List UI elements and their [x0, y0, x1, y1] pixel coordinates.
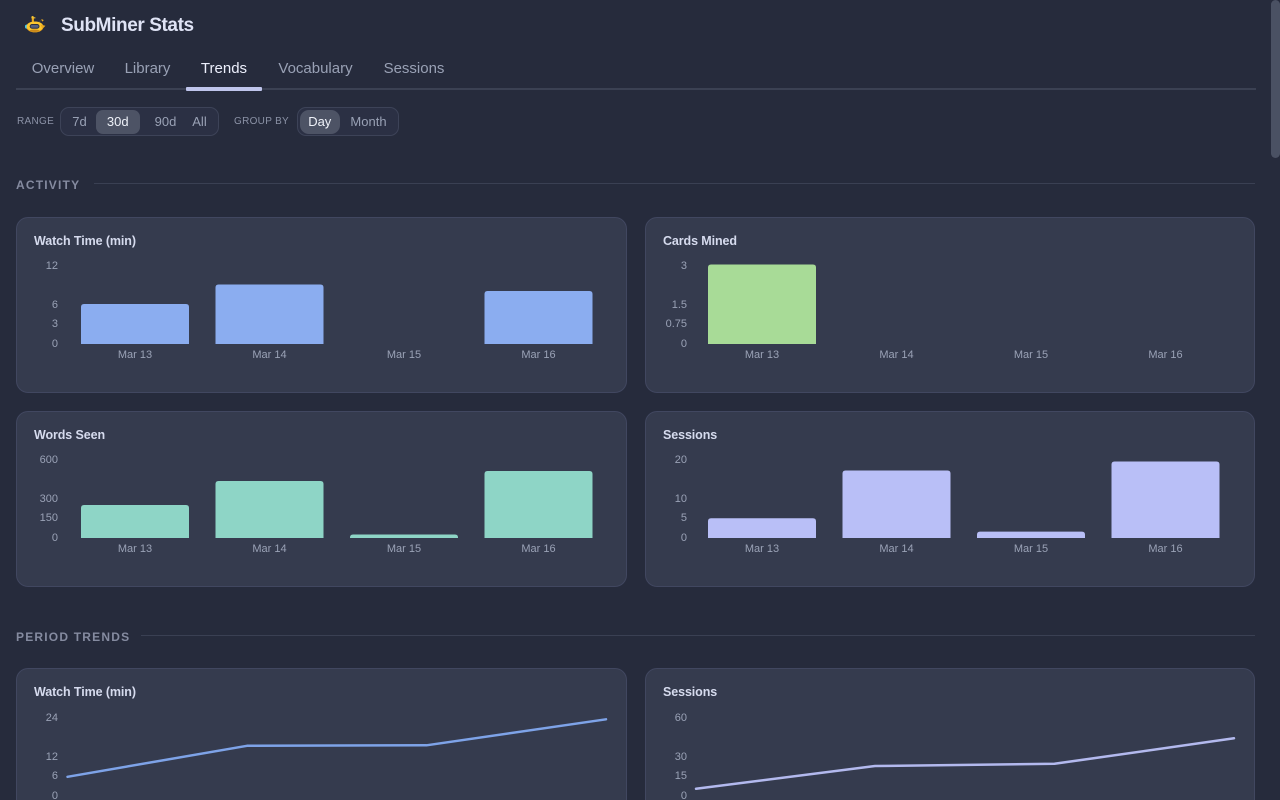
svg-text:60: 60 [675, 712, 687, 724]
svg-text:Mar 15: Mar 15 [1014, 349, 1048, 361]
svg-text:3: 3 [681, 260, 687, 272]
svg-text:1.5: 1.5 [672, 299, 687, 311]
svg-text:5: 5 [681, 512, 687, 524]
svg-text:Mar 16: Mar 16 [521, 349, 555, 361]
svg-text:6: 6 [52, 770, 58, 782]
svg-text:Mar 14: Mar 14 [879, 543, 913, 555]
svg-text:Mar 16: Mar 16 [1148, 349, 1182, 361]
svg-text:0: 0 [681, 790, 687, 800]
svg-text:Mar 14: Mar 14 [252, 543, 286, 555]
svg-text:Mar 16: Mar 16 [1148, 543, 1182, 555]
svg-text:0: 0 [681, 532, 687, 544]
svg-text:Mar 13: Mar 13 [745, 349, 779, 361]
svg-text:150: 150 [40, 512, 58, 524]
svg-text:Mar 15: Mar 15 [1014, 543, 1048, 555]
svg-text:12: 12 [46, 260, 58, 272]
svg-text:Mar 13: Mar 13 [745, 543, 779, 555]
svg-text:0.75: 0.75 [666, 318, 687, 330]
svg-text:300: 300 [40, 493, 58, 505]
svg-text:Mar 13: Mar 13 [118, 349, 152, 361]
svg-text:0: 0 [52, 532, 58, 544]
svg-text:10: 10 [675, 493, 687, 505]
svg-text:0: 0 [52, 338, 58, 350]
svg-text:24: 24 [46, 712, 58, 724]
svg-text:0: 0 [681, 338, 687, 350]
svg-text:12: 12 [46, 751, 58, 763]
svg-text:6: 6 [52, 299, 58, 311]
svg-text:Mar 15: Mar 15 [387, 349, 421, 361]
svg-text:Mar 14: Mar 14 [252, 349, 286, 361]
svg-text:0: 0 [52, 790, 58, 800]
svg-text:3: 3 [52, 318, 58, 330]
svg-text:Mar 16: Mar 16 [521, 543, 555, 555]
svg-text:Mar 13: Mar 13 [118, 543, 152, 555]
svg-text:Mar 15: Mar 15 [387, 543, 421, 555]
svg-text:30: 30 [675, 751, 687, 763]
svg-text:600: 600 [40, 454, 58, 466]
svg-text:Mar 14: Mar 14 [879, 349, 913, 361]
svg-text:15: 15 [675, 770, 687, 782]
svg-text:20: 20 [675, 454, 687, 466]
